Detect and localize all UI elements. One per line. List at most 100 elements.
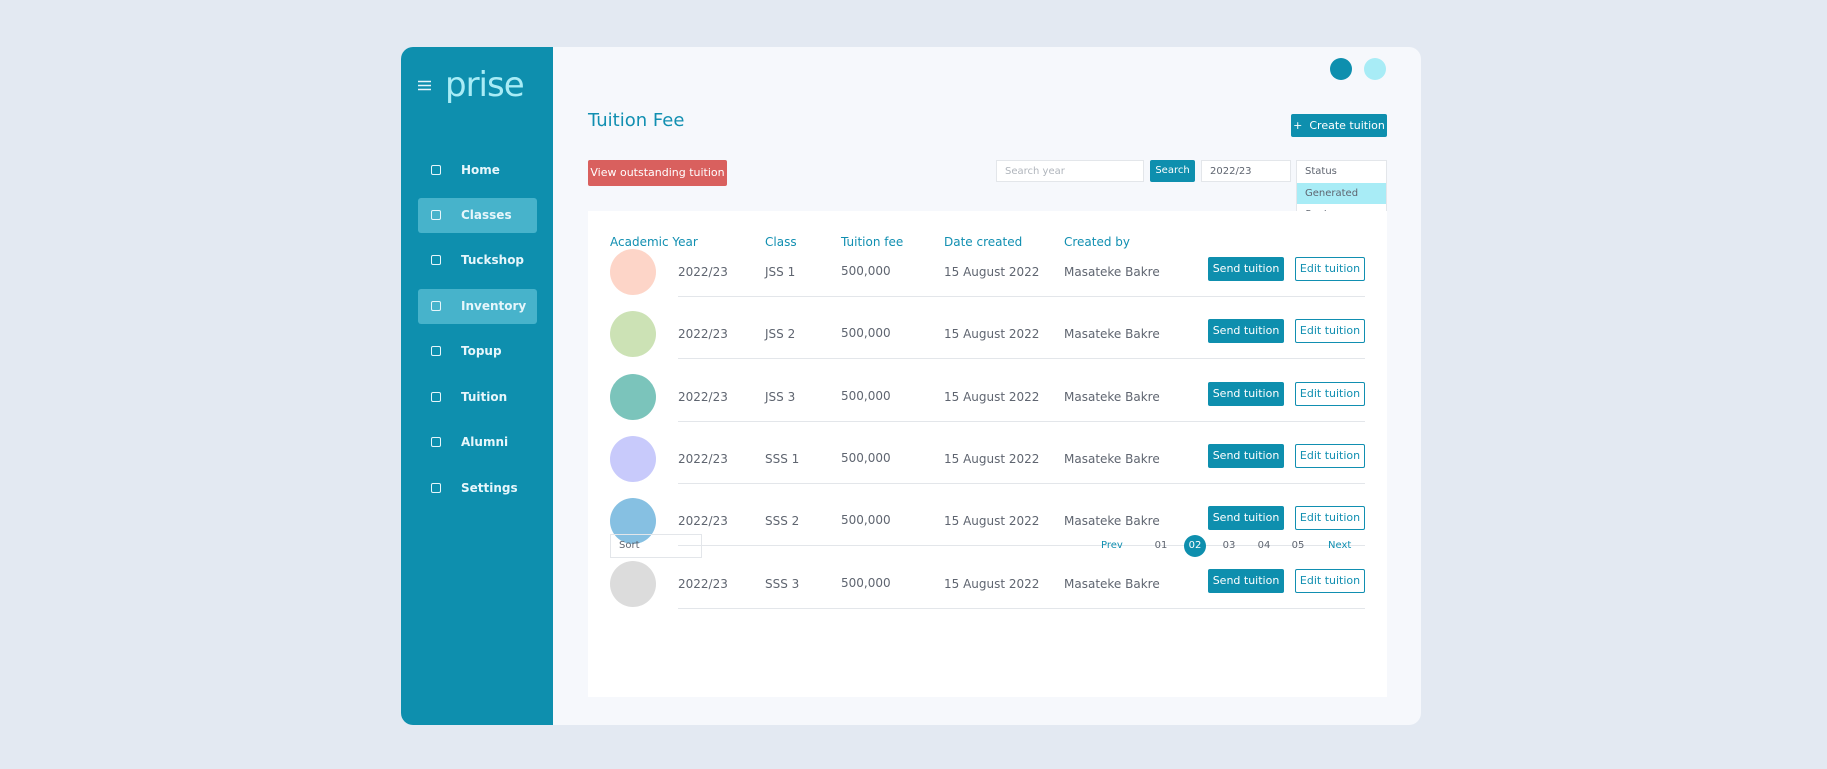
create-label: Create tuition (1309, 119, 1385, 132)
page-number[interactable]: 02 (1184, 535, 1206, 557)
cell: 500,000 (841, 388, 891, 403)
outstanding-button[interactable]: View outstanding tuition (588, 160, 727, 186)
create-button[interactable]: + Create tuition (1291, 114, 1387, 137)
notification-icon[interactable] (1364, 58, 1386, 80)
send-button[interactable]: Send tuition (1208, 319, 1284, 344)
main: Tuition Fee + Create tuition View outsta… (553, 47, 1421, 725)
cell: 15 August 2022 (944, 514, 1040, 529)
avatar (610, 311, 656, 358)
cell: 2022/23 (678, 389, 728, 404)
cell: JSS 3 (765, 389, 796, 404)
search-input[interactable]: Search year (996, 160, 1144, 182)
cell: 2022/23 (678, 576, 728, 591)
avatar (610, 560, 656, 607)
cell: 15 August 2022 (944, 389, 1040, 404)
cell: Masateke Bakre (1064, 327, 1160, 342)
nav-item[interactable]: Classes (418, 198, 537, 233)
nav-icon (431, 437, 441, 447)
profile-icon[interactable] (1330, 58, 1352, 80)
cell: SSS 2 (765, 514, 800, 529)
edit-button[interactable]: Edit tuition (1295, 568, 1365, 593)
cell: 500,000 (841, 326, 891, 341)
cell: 2022/23 (678, 327, 728, 342)
nav-icon (431, 255, 441, 265)
nav-icon (431, 301, 441, 311)
edit-button[interactable]: Edit tuition (1295, 381, 1365, 406)
nav-item[interactable]: Topup (461, 344, 502, 358)
cell: 2022/23 (678, 265, 728, 279)
send-button[interactable]: Send tuition (1208, 381, 1284, 406)
logo: prise (445, 65, 525, 105)
edit-button[interactable]: Edit tuition (1295, 443, 1365, 468)
edit-button[interactable]: Edit tuition (1295, 257, 1365, 281)
prev-link[interactable]: Prev (1101, 540, 1123, 551)
column-header: Tuition fee (841, 235, 904, 249)
cell: 15 August 2022 (944, 576, 1040, 591)
edit-button[interactable]: Edit tuition (1295, 319, 1365, 344)
avatar (610, 249, 656, 295)
cell: Masateke Bakre (1064, 451, 1160, 466)
search-button[interactable]: Search (1150, 160, 1195, 182)
nav-item[interactable]: Settings (461, 481, 518, 495)
page-number[interactable]: 04 (1257, 540, 1271, 551)
status-label: Status (1305, 166, 1337, 177)
column-header: Academic Year (610, 235, 698, 249)
row-divider (678, 358, 1365, 360)
cell: SSS 1 (765, 451, 800, 466)
nav-icon (431, 483, 441, 493)
edit-button[interactable]: Edit tuition (1295, 506, 1365, 531)
cell: Masateke Bakre (1064, 576, 1160, 591)
cell: SSS 3 (765, 576, 800, 591)
cell: 15 August 2022 (944, 265, 1040, 279)
status-option[interactable]: Generated (1297, 183, 1386, 204)
nav-item[interactable]: Alumni (461, 435, 509, 449)
table-panel: Academic Year Class Tuition fee Date create… (588, 211, 1387, 697)
page-title: Tuition Fee (588, 110, 685, 131)
page-number[interactable]: 03 (1222, 540, 1236, 551)
cell: JSS 1 (765, 265, 796, 279)
send-button[interactable]: Send tuition (1208, 506, 1284, 531)
nav-item[interactable]: Tuckshop (461, 253, 525, 267)
row-divider (678, 296, 1365, 297)
nav-icon (431, 346, 441, 356)
column-header: Created by (1064, 235, 1131, 249)
send-button[interactable]: Send tuition (1208, 443, 1284, 468)
cell: 500,000 (841, 575, 891, 590)
column-header: Date created (944, 235, 1023, 249)
row-divider (678, 482, 1365, 484)
cell: 500,000 (841, 513, 891, 528)
cell: JSS 2 (765, 327, 796, 342)
cell: Masateke Bakre (1064, 514, 1160, 529)
app-card: prise Home Classes Tuckshop Inventory Topup T… (401, 47, 1421, 725)
next-link[interactable]: Next (1328, 540, 1352, 551)
cell: 500,000 (841, 450, 891, 465)
nav-icon (431, 165, 441, 175)
nav-icon (431, 210, 441, 220)
nav-item[interactable]: Tuition (461, 390, 508, 404)
cell: 15 August 2022 (944, 327, 1040, 342)
page-number[interactable]: 01 (1154, 540, 1168, 551)
page-number[interactable]: 05 (1291, 540, 1305, 551)
menu-icon[interactable] (418, 80, 431, 91)
row-divider (678, 420, 1365, 422)
cell: 15 August 2022 (944, 451, 1040, 466)
avatar (610, 373, 656, 420)
sidebar: prise Home Classes Tuckshop Inventory Topup T… (401, 47, 553, 725)
cell: 500,000 (841, 264, 891, 278)
send-button[interactable]: Send tuition (1208, 257, 1284, 281)
cell: Masateke Bakre (1064, 265, 1160, 279)
row-divider (678, 607, 1365, 609)
row-divider (678, 545, 1365, 547)
avatar (610, 498, 656, 545)
year-select[interactable]: 2022/23 (1201, 160, 1291, 182)
plus: + (1293, 119, 1310, 132)
cell: Masateke Bakre (1064, 389, 1160, 404)
nav-icon (431, 392, 441, 402)
nav-item[interactable]: Home (461, 163, 500, 177)
cell: 2022/23 (678, 451, 728, 466)
nav-item[interactable]: Inventory (418, 289, 537, 324)
sort-select[interactable]: Sort (610, 534, 702, 558)
column-header: Class (765, 235, 797, 249)
send-button[interactable]: Send tuition (1208, 568, 1284, 593)
avatar (610, 435, 656, 482)
